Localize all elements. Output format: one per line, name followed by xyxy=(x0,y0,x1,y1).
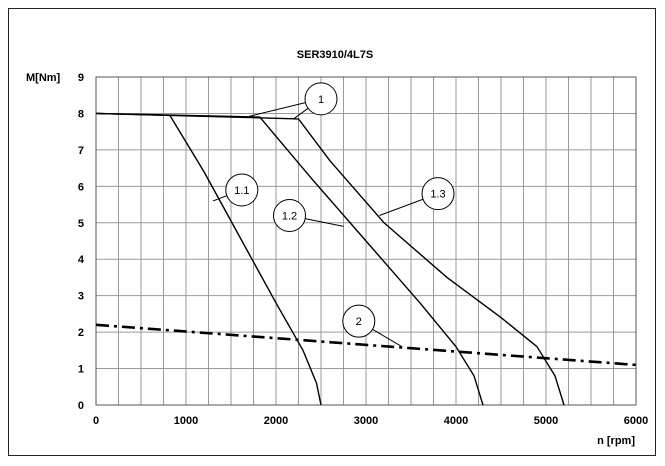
x-tick-label: 3000 xyxy=(354,415,378,427)
series-line-2 xyxy=(95,323,637,367)
callout-leader xyxy=(372,328,403,348)
y-tick-label: 5 xyxy=(78,218,84,230)
callout-leader xyxy=(293,107,309,119)
chart-frame xyxy=(8,8,656,456)
y-tick-label: 4 xyxy=(78,254,85,266)
callout-circle xyxy=(225,173,259,207)
callout-circle xyxy=(342,304,376,338)
y-tick-label: 7 xyxy=(78,145,84,157)
callout-leader xyxy=(379,198,424,216)
y-axis-label: M[Nm] xyxy=(26,72,61,84)
y-tick-label: 0 xyxy=(78,400,84,412)
series-line-1-2 xyxy=(95,112,484,406)
y-tick-label: 1 xyxy=(78,364,84,376)
plot-area-border xyxy=(95,76,637,406)
series-line-1-3 xyxy=(297,118,565,406)
callout-label: 1.3 xyxy=(430,189,445,201)
callout-label: 2 xyxy=(356,316,362,328)
series-line-1-1 xyxy=(95,112,322,406)
callout-label: 1.1 xyxy=(234,185,249,197)
callout-label: 1.2 xyxy=(282,210,297,222)
chart-title: SER3910/4L7S xyxy=(297,49,373,61)
callout-circle xyxy=(421,177,455,211)
callout-circle xyxy=(273,198,306,232)
y-tick-label: 8 xyxy=(78,108,84,120)
callout-leader xyxy=(305,218,344,227)
x-tick-label: 5000 xyxy=(534,415,558,427)
x-tick-label: 2000 xyxy=(264,415,288,427)
callout-label: 1 xyxy=(318,94,324,106)
x-tick-label: 1000 xyxy=(174,415,198,427)
y-tick-label: 9 xyxy=(78,72,84,84)
y-tick-label: 3 xyxy=(78,291,84,303)
y-tick-label: 6 xyxy=(78,181,84,193)
y-tick-label: 2 xyxy=(78,327,84,339)
x-axis-label: n [rpm] xyxy=(597,435,635,447)
x-tick-label: 4000 xyxy=(444,415,468,427)
callout-leader xyxy=(248,102,306,117)
callout-leader xyxy=(212,195,228,202)
callout-circle xyxy=(304,82,338,116)
x-tick-label: 0 xyxy=(93,415,99,427)
x-tick-label: 6000 xyxy=(624,415,648,427)
